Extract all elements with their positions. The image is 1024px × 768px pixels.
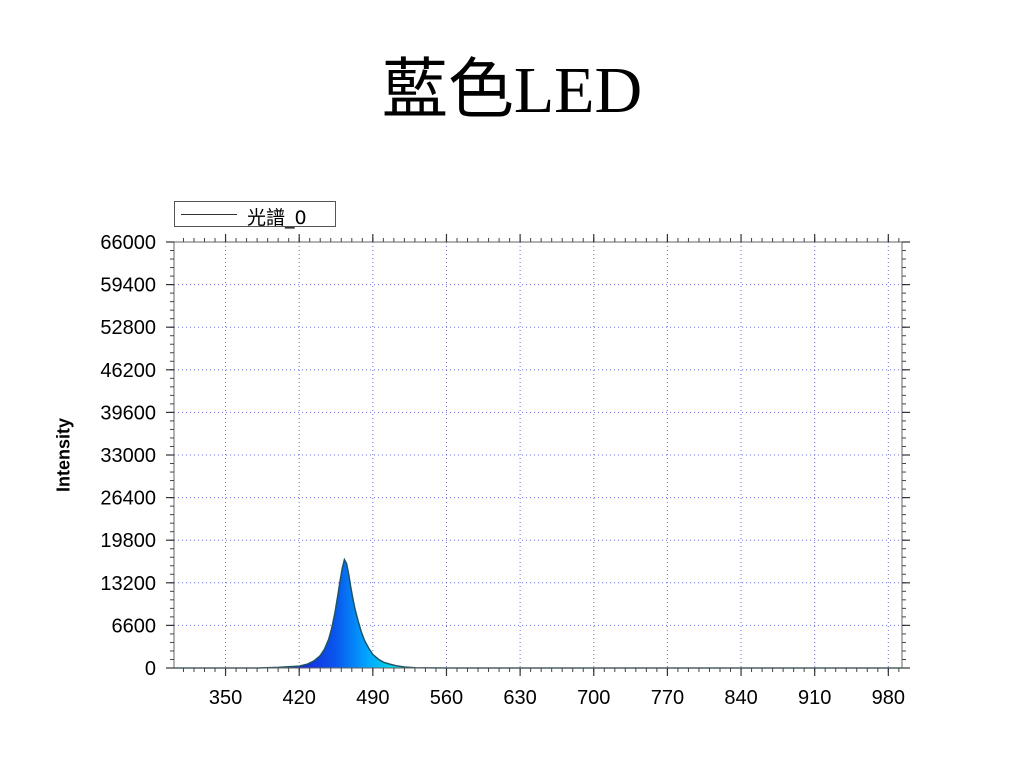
x-tick-label: 420 bbox=[283, 687, 316, 709]
x-tick-label: 910 bbox=[798, 687, 831, 709]
y-tick-label: 0 bbox=[145, 658, 156, 680]
legend-line-swatch bbox=[181, 214, 237, 215]
y-tick-label: 59400 bbox=[100, 275, 156, 297]
y-tick-label: 13200 bbox=[100, 573, 156, 595]
x-tick-label: 980 bbox=[872, 687, 905, 709]
spectrum-line bbox=[174, 557, 902, 669]
x-tick-label: 700 bbox=[577, 687, 610, 709]
y-tick-label: 33000 bbox=[100, 445, 156, 467]
y-tick-label: 19800 bbox=[100, 530, 156, 552]
x-tick-label: 770 bbox=[651, 687, 684, 709]
x-tick-label: 560 bbox=[430, 687, 463, 709]
y-tick-label: 26400 bbox=[100, 488, 156, 510]
chart-legend: 光譜_0 bbox=[174, 201, 336, 229]
x-tick-label: 630 bbox=[503, 687, 536, 709]
slide-title: 藍色LED bbox=[381, 54, 643, 127]
x-tick-label: 350 bbox=[209, 687, 242, 709]
x-tick-label: 490 bbox=[356, 687, 389, 709]
y-tick-label: 46200 bbox=[100, 360, 156, 382]
y-tick-label: 6600 bbox=[112, 615, 157, 637]
y-tick-label: 66000 bbox=[100, 232, 156, 254]
x-tick-label: 840 bbox=[724, 687, 757, 709]
legend-label: 光譜_0 bbox=[247, 207, 307, 229]
spectrum-area-fill bbox=[174, 559, 902, 668]
y-tick-label: 52800 bbox=[100, 317, 156, 339]
y-tick-label: 39600 bbox=[100, 402, 156, 424]
